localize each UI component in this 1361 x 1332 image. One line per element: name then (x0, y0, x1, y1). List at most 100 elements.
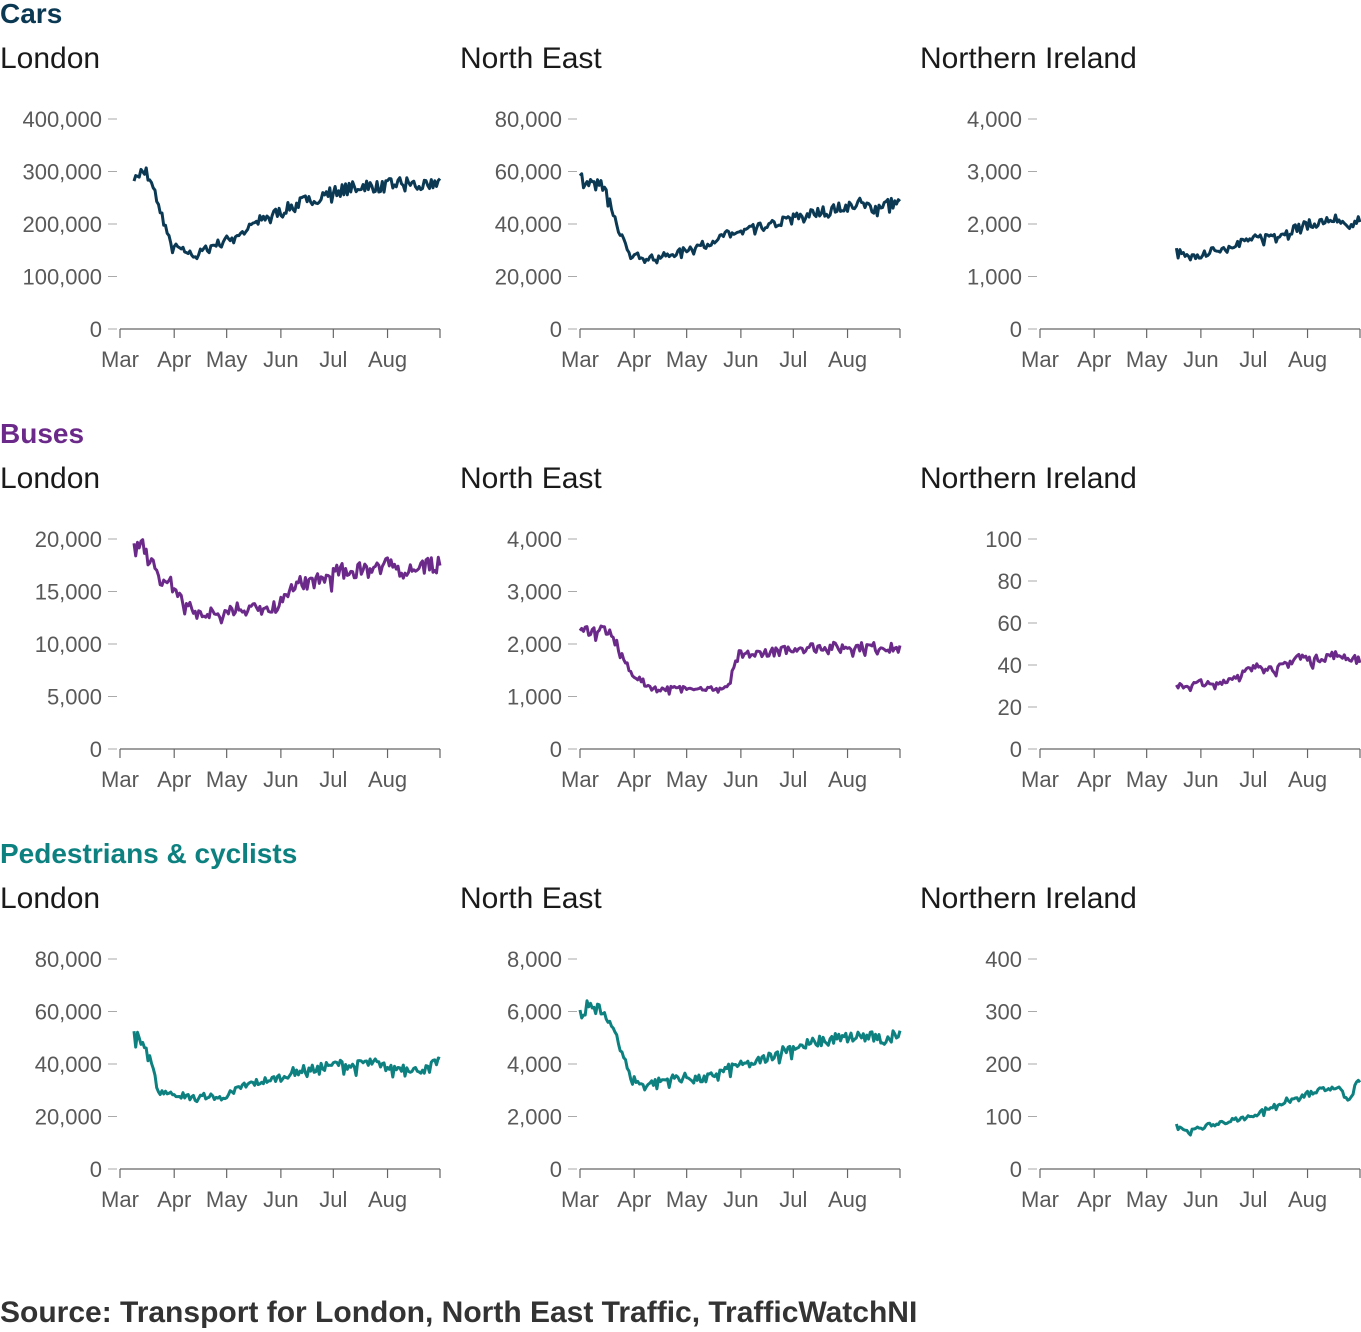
y-tick-label: 40,000 (35, 1052, 102, 1077)
x-tick-label: Jul (319, 347, 347, 372)
section-title: Cars (0, 0, 62, 29)
y-tick-label: 0 (550, 737, 562, 762)
panel-title: Northern Ireland (920, 462, 1137, 495)
x-tick-label: Mar (1021, 1187, 1059, 1212)
x-tick-label: Jun (1183, 767, 1218, 792)
y-tick-label: 60 (998, 611, 1022, 636)
y-tick-label: 0 (90, 1157, 102, 1182)
y-tick-label: 80 (998, 569, 1022, 594)
x-tick-label: May (666, 1187, 708, 1212)
y-tick-label: 80,000 (495, 107, 562, 132)
x-tick-label: Apr (617, 767, 651, 792)
panel-title: North East (460, 882, 602, 915)
x-tick-label: Jun (723, 1187, 758, 1212)
y-tick-label: 2,000 (507, 1105, 562, 1130)
x-tick-label: May (206, 347, 248, 372)
x-tick-label: Aug (1288, 1187, 1327, 1212)
y-tick-label: 2,000 (507, 632, 562, 657)
x-tick-label: Jun (723, 767, 758, 792)
y-tick-label: 4,000 (507, 1052, 562, 1077)
y-tick-label: 200,000 (22, 212, 102, 237)
x-tick-label: Mar (101, 347, 139, 372)
x-tick-label: Mar (561, 1187, 599, 1212)
series-line (1174, 1078, 1361, 1137)
x-tick-label: Mar (101, 1187, 139, 1212)
x-tick-label: Jun (263, 347, 298, 372)
x-tick-label: Apr (157, 347, 191, 372)
x-tick-label: Aug (368, 1187, 407, 1212)
x-tick-label: Jul (319, 1187, 347, 1212)
y-tick-label: 300 (985, 1000, 1022, 1025)
x-tick-label: Aug (828, 767, 867, 792)
y-tick-label: 100,000 (22, 265, 102, 290)
x-tick-label: Jul (1239, 767, 1267, 792)
x-tick-label: Jul (779, 1187, 807, 1212)
y-tick-label: 0 (550, 317, 562, 342)
x-tick-label: Aug (368, 767, 407, 792)
x-tick-label: Mar (561, 347, 599, 372)
x-tick-label: Apr (157, 767, 191, 792)
panel-title: North East (460, 42, 602, 75)
y-tick-label: 400,000 (22, 107, 102, 132)
series-line (578, 172, 901, 265)
y-tick-label: 20,000 (495, 265, 562, 290)
y-tick-label: 3,000 (507, 580, 562, 605)
y-tick-label: 60,000 (35, 1000, 102, 1025)
x-tick-label: Aug (828, 347, 867, 372)
y-tick-label: 20,000 (35, 527, 102, 552)
y-tick-label: 0 (1010, 317, 1022, 342)
x-tick-label: Jun (1183, 1187, 1218, 1212)
y-tick-label: 0 (1010, 737, 1022, 762)
y-tick-label: 100 (985, 1105, 1022, 1130)
x-tick-label: Mar (101, 767, 139, 792)
y-tick-label: 10,000 (35, 632, 102, 657)
y-tick-label: 2,000 (967, 212, 1022, 237)
series-line (1175, 650, 1361, 693)
y-tick-label: 400 (985, 947, 1022, 972)
x-tick-label: Jun (1183, 347, 1218, 372)
x-tick-label: Mar (1021, 347, 1059, 372)
x-tick-label: Jun (723, 347, 758, 372)
x-tick-label: Apr (617, 1187, 651, 1212)
x-tick-label: Jul (779, 347, 807, 372)
y-tick-label: 4,000 (967, 107, 1022, 132)
series-line (132, 538, 442, 625)
y-tick-label: 4,000 (507, 527, 562, 552)
panel-title: London (0, 882, 100, 915)
y-tick-label: 0 (90, 737, 102, 762)
y-tick-label: 0 (90, 317, 102, 342)
x-tick-label: Apr (1077, 1187, 1111, 1212)
series-line (578, 999, 902, 1092)
x-tick-label: Aug (1288, 347, 1327, 372)
x-tick-label: May (666, 767, 708, 792)
x-tick-label: Mar (1021, 767, 1059, 792)
y-tick-label: 6,000 (507, 1000, 562, 1025)
y-tick-label: 60,000 (495, 160, 562, 185)
panel-title: Northern Ireland (920, 42, 1137, 75)
x-tick-label: May (666, 347, 708, 372)
x-tick-label: Aug (368, 347, 407, 372)
source-note: Source: Transport for London, North East… (0, 1296, 917, 1329)
y-tick-label: 0 (1010, 1157, 1022, 1182)
x-tick-label: May (1126, 1187, 1168, 1212)
x-tick-label: May (1126, 767, 1168, 792)
y-tick-label: 15,000 (35, 580, 102, 605)
x-tick-label: Jul (1239, 1187, 1267, 1212)
y-tick-label: 5,000 (47, 685, 102, 710)
x-tick-label: Jul (1239, 347, 1267, 372)
y-tick-label: 40 (998, 653, 1022, 678)
y-tick-label: 1,000 (967, 265, 1022, 290)
section-title: Pedestrians & cyclists (0, 838, 297, 869)
panel-title: London (0, 462, 100, 495)
x-tick-label: Jul (779, 767, 807, 792)
x-tick-label: Apr (1077, 767, 1111, 792)
x-tick-label: Jun (263, 1187, 298, 1212)
y-tick-label: 8,000 (507, 947, 562, 972)
x-tick-label: Aug (1288, 767, 1327, 792)
panel-title: Northern Ireland (920, 882, 1137, 915)
x-tick-label: Jun (263, 767, 298, 792)
series-line (132, 166, 442, 261)
y-tick-label: 0 (550, 1157, 562, 1182)
